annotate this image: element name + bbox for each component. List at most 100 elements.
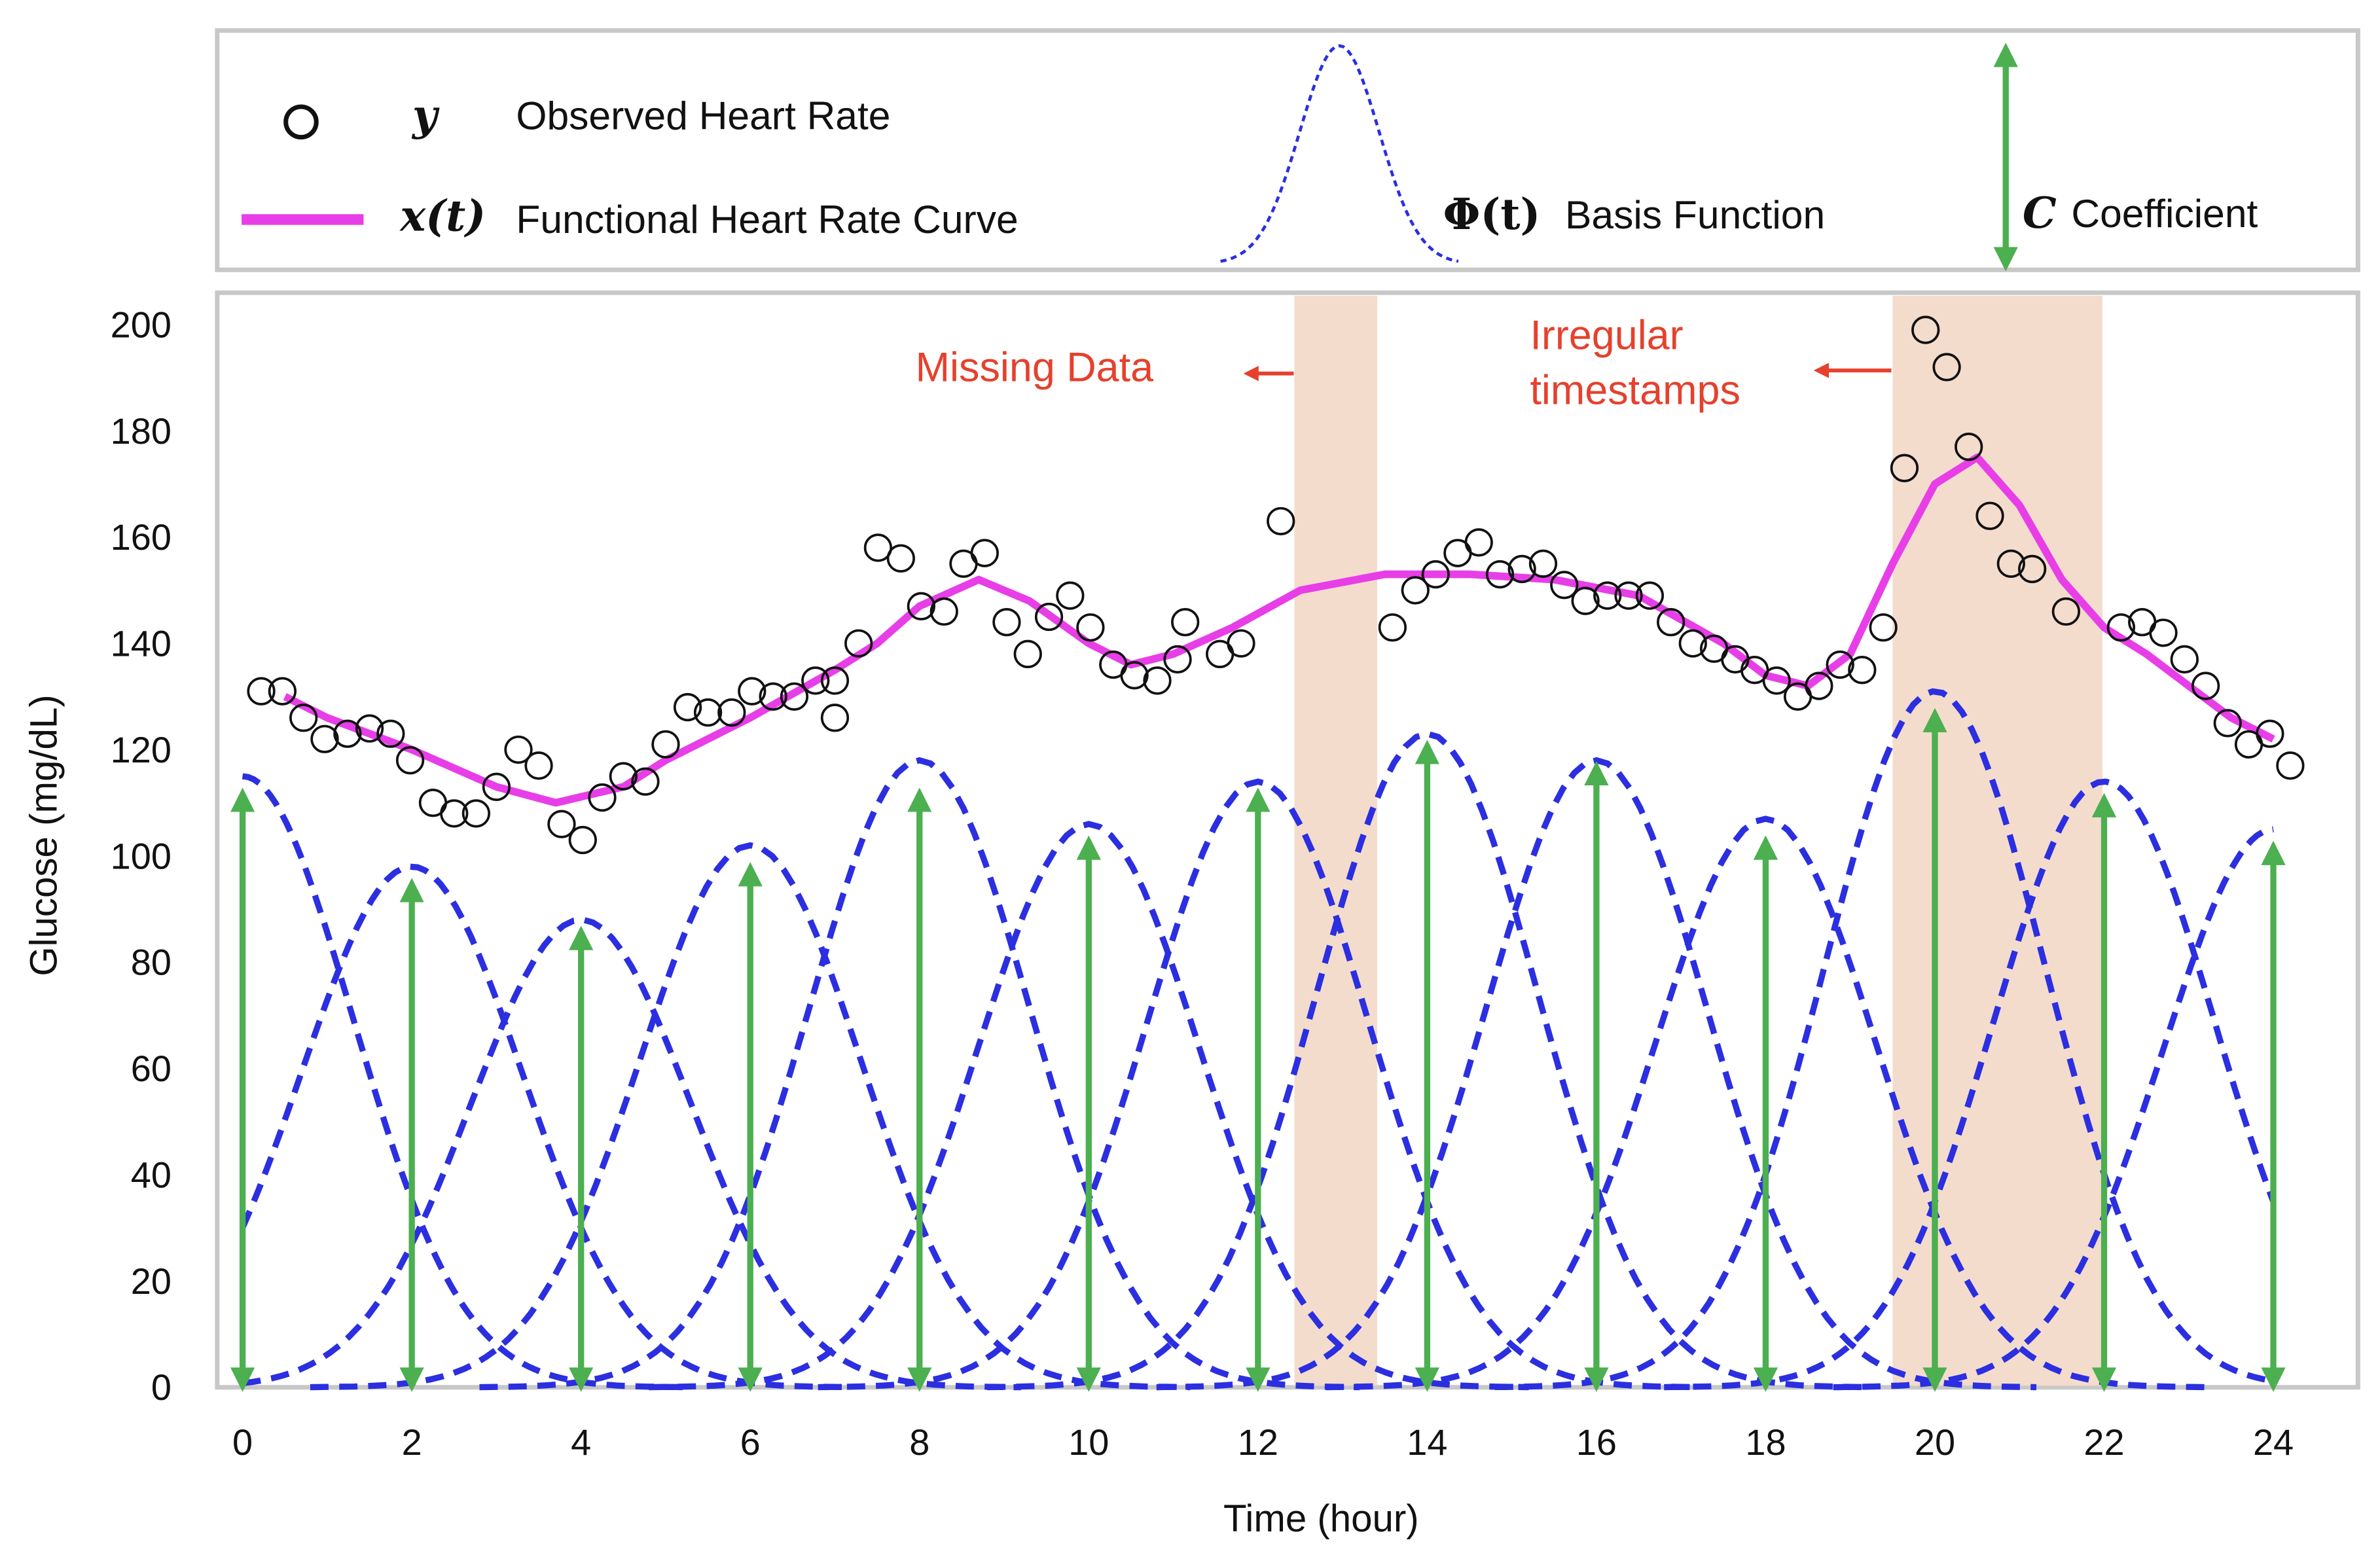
observed-point	[1013, 639, 1042, 669]
legend-basis	[1220, 44, 1459, 263]
legend: y Observed Heart Rate x(t) Functional He…	[242, 43, 2258, 272]
y-tick-label: 0	[151, 1367, 171, 1408]
x-tick-label: 6	[740, 1421, 761, 1463]
observed-point	[1975, 501, 2004, 530]
observed-point	[738, 677, 766, 706]
x-tick-label: 22	[2083, 1421, 2124, 1463]
plot-area: 0 2 4 6 8 10 12 14 16 18 20 22 240204060801001201401…	[111, 295, 2305, 1463]
observed-point	[2051, 597, 2081, 626]
observed-point	[863, 533, 893, 562]
x-tick-label: 10	[1068, 1421, 1109, 1463]
basis-function	[242, 773, 683, 1391]
observed-point	[2017, 554, 2047, 584]
observed-point	[1401, 576, 1430, 605]
x-tick-label: 0	[232, 1421, 253, 1463]
observed-point	[289, 704, 318, 732]
legend-marker	[283, 104, 319, 140]
observed-point	[631, 767, 660, 796]
observed-point	[1911, 315, 1940, 344]
observed-point	[2149, 618, 2178, 647]
observed-point	[1267, 507, 1295, 536]
x-tick-label: 2	[402, 1421, 422, 1463]
observed-point	[247, 677, 276, 706]
observed-point	[1826, 650, 1854, 679]
observed-point	[1171, 607, 1200, 637]
observed-point	[1932, 353, 1961, 382]
observed-point	[1528, 549, 1558, 578]
observed-point	[1614, 581, 1643, 610]
x-tick-label: 8	[909, 1421, 929, 1463]
legend-label: Basis Function	[1565, 192, 1825, 237]
basis-function	[648, 821, 1529, 1391]
fitted-curve	[283, 454, 2275, 807]
observed-point	[1485, 560, 1515, 589]
observed-point	[820, 704, 850, 732]
observed-point	[1163, 645, 1192, 674]
y-tick-label: 60	[131, 1048, 171, 1089]
x-tick-label: 12	[1238, 1421, 1278, 1463]
observed-point	[970, 539, 999, 567]
basis-function	[1156, 757, 2037, 1391]
x-tick-label: 20	[1915, 1421, 1955, 1463]
observed-point	[2276, 751, 2305, 780]
observed-point	[1848, 656, 1877, 685]
observed-point	[395, 746, 425, 775]
observed-point	[333, 719, 362, 748]
legend-label: Coefficient	[2071, 191, 2258, 236]
observed-point	[801, 666, 830, 695]
observed-point	[673, 692, 702, 722]
observed-point	[376, 719, 405, 748]
shaded-region	[1892, 295, 2102, 1386]
observed-point	[568, 825, 597, 855]
observed-point	[1034, 602, 1064, 632]
observed-point	[759, 682, 787, 711]
legend-label: Observed Heart Rate	[516, 94, 890, 138]
observed-point	[1762, 666, 1791, 695]
observed-point	[1464, 528, 1493, 557]
observed-point	[1635, 581, 1665, 610]
y-tick-label: 20	[131, 1260, 171, 1302]
observed-point	[1120, 661, 1149, 690]
legend-label: Functional Heart Rate Curve	[516, 197, 1018, 241]
observed-point	[1996, 549, 2025, 578]
y-axis-title: Glucose (mg/dL)	[22, 694, 65, 976]
x-tick-label: 18	[1745, 1421, 1786, 1463]
observed-point	[1593, 581, 1622, 610]
observed-point	[609, 762, 638, 791]
legend-symbol: x(t)	[399, 191, 486, 241]
basis-function	[310, 842, 1191, 1391]
observed-point	[1076, 613, 1105, 642]
y-tick-label: 100	[111, 835, 171, 876]
observed-point	[461, 799, 491, 828]
y-tick-label: 140	[111, 623, 171, 664]
y-tick-label: 160	[111, 516, 171, 558]
y-tick-label: 80	[131, 942, 171, 983]
observed-point	[1143, 666, 1172, 695]
observed-point	[820, 666, 850, 695]
observed-point	[1056, 581, 1085, 610]
observed-point	[1507, 554, 1536, 584]
basis-function	[1833, 826, 2274, 1391]
observed-point	[651, 730, 680, 759]
observed-point	[588, 783, 617, 812]
x-axis-title: Time (hour)	[1223, 1497, 1419, 1540]
observed-point	[717, 698, 746, 727]
observed-point	[504, 735, 533, 764]
observed-point	[1657, 607, 1686, 637]
observed-point	[1571, 586, 1600, 615]
x-tick-label: 14	[1407, 1421, 1447, 1463]
observed-point	[907, 592, 936, 620]
annotation: Missing Data	[916, 345, 1153, 391]
observed-point	[1869, 613, 1898, 642]
observed-point	[886, 544, 915, 573]
observed-point	[2191, 671, 2220, 700]
observed-point	[547, 810, 576, 838]
observed-point	[310, 724, 339, 753]
observed-point	[440, 799, 469, 828]
observed-point	[2170, 645, 2199, 674]
observed-point	[844, 629, 873, 658]
observed-point	[992, 607, 1021, 637]
observed-point	[1421, 560, 1450, 589]
basis-function	[987, 730, 1867, 1391]
